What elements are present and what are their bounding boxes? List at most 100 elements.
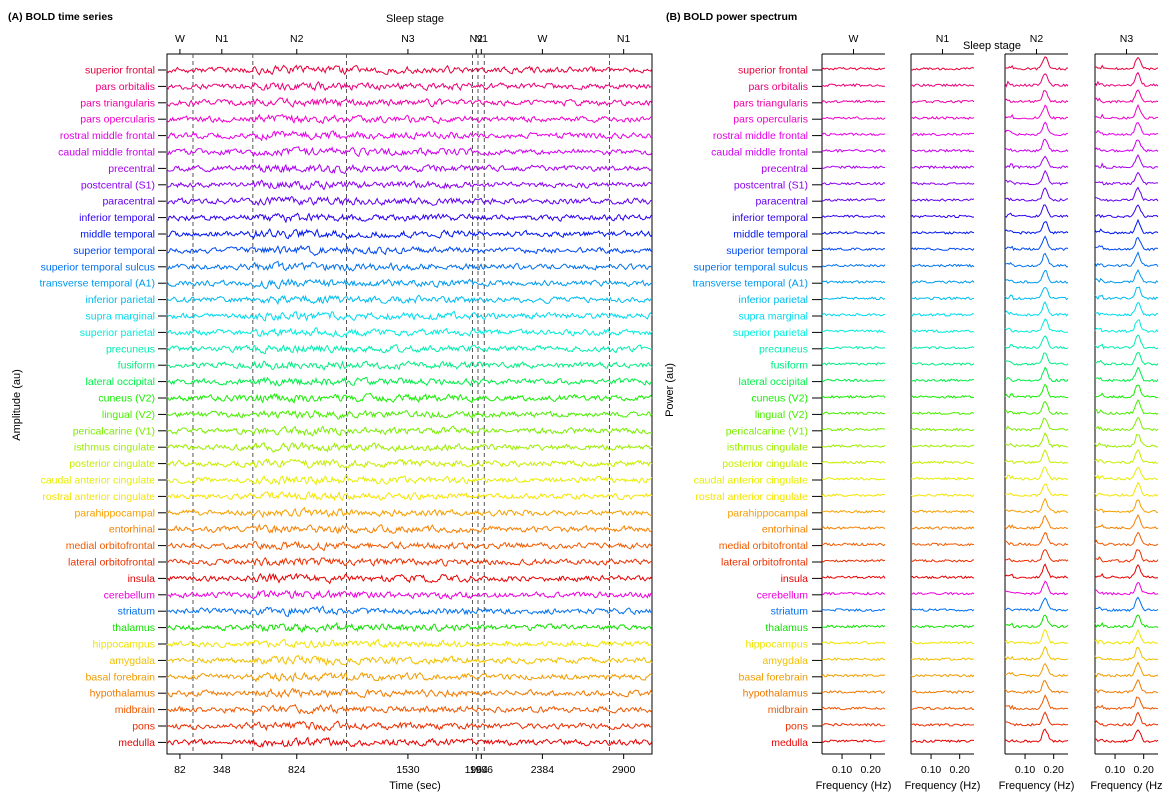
stage-label: W xyxy=(537,33,547,45)
spectrum-line xyxy=(910,378,975,383)
region-label: rostral middle frontal xyxy=(60,130,155,142)
spectrum-line xyxy=(821,509,886,514)
time-series-line xyxy=(166,736,653,748)
spectrum-line xyxy=(1004,104,1069,120)
x-tick-label: 0.10 xyxy=(921,764,942,776)
spectrum-line xyxy=(1094,121,1159,137)
region-label: pons xyxy=(785,721,808,733)
spectrum-line xyxy=(910,148,975,153)
spectrum-line xyxy=(910,706,975,711)
region-label: medulla xyxy=(771,737,808,749)
spectrum-line xyxy=(1094,236,1159,252)
spectrum-line xyxy=(910,247,975,251)
spectrum-line xyxy=(821,624,886,629)
region-label: thalamus xyxy=(765,622,808,634)
spectrum-line xyxy=(821,214,886,219)
spectrum-line xyxy=(1004,728,1069,744)
spectrum-line xyxy=(821,608,886,612)
region-label: hypothalamus xyxy=(90,688,155,700)
region-label: inferior temporal xyxy=(79,212,155,224)
subplot-x-label: Frequency (Hz xyxy=(1090,780,1162,792)
time-series-line xyxy=(167,556,653,567)
region-label: superior parietal xyxy=(80,327,155,339)
time-series-line xyxy=(166,458,653,470)
spectrum-line xyxy=(910,362,975,367)
time-series-line xyxy=(166,244,653,257)
spectrum-line xyxy=(1004,563,1069,579)
spectrum-line xyxy=(1094,628,1159,646)
spectrum-line xyxy=(910,591,975,596)
spectrum-line xyxy=(821,66,886,71)
spectrum-line xyxy=(1094,171,1159,186)
spectrum-line xyxy=(1004,138,1069,153)
region-label: supra marginal xyxy=(739,311,808,323)
spectrum-line xyxy=(821,739,886,744)
spectrum-line xyxy=(1004,694,1069,711)
region-label: basal forebrain xyxy=(739,671,809,683)
region-label: isthmus cingulate xyxy=(727,442,808,454)
region-label: transverse temporal (A1) xyxy=(692,278,808,290)
spectrum-line xyxy=(910,230,975,235)
spectrum-line xyxy=(1004,56,1069,71)
region-label: midbrain xyxy=(768,704,808,716)
spectrum-line xyxy=(1094,89,1159,104)
spectrum-line xyxy=(1094,398,1159,415)
spectrum-line xyxy=(821,591,886,596)
spectrum-line xyxy=(910,395,975,399)
region-label: basal forebrain xyxy=(86,671,156,683)
time-series-line xyxy=(166,474,653,486)
x-tick-label: 1964 xyxy=(465,764,489,776)
time-series-line xyxy=(166,392,653,404)
region-label: lateral orbitofrontal xyxy=(68,557,155,569)
spectrum-line xyxy=(910,67,975,71)
subplot-x-label: Frequency (Hz) xyxy=(999,780,1075,792)
spectrum-line xyxy=(1094,646,1159,661)
region-label: cerebellum xyxy=(757,589,809,601)
spectrum-line xyxy=(910,427,975,432)
time-series-line xyxy=(166,671,653,683)
spectrum-line xyxy=(821,99,886,104)
region-label: midbrain xyxy=(115,704,155,716)
x-tick-label: 82 xyxy=(174,764,186,776)
spectrum-line xyxy=(910,493,975,497)
spectrum-line xyxy=(1004,680,1069,694)
spectrum-line xyxy=(821,198,886,202)
panel-a-frame xyxy=(166,53,653,755)
spectrum-line xyxy=(821,706,886,711)
spectrum-line xyxy=(821,362,886,366)
spectrum-line xyxy=(821,526,886,531)
region-label: precuneus xyxy=(759,343,808,355)
time-series-line xyxy=(166,360,653,371)
spectrum-line xyxy=(910,575,975,580)
time-series-line xyxy=(166,310,653,322)
panel-b-top-axis-label: Sleep stage xyxy=(963,40,1021,52)
spectrum-line xyxy=(1094,466,1159,481)
x-tick-label: 0.10 xyxy=(1105,764,1126,776)
spectrum-line xyxy=(1004,597,1069,612)
region-label: inferior parietal xyxy=(86,294,155,306)
spectrum-line xyxy=(1004,662,1069,678)
spectrum-line xyxy=(1094,614,1159,629)
spectrum-line xyxy=(1094,531,1159,547)
region-label: cerebellum xyxy=(104,589,156,601)
spectrum-line xyxy=(821,345,886,350)
spectrum-line xyxy=(1094,564,1159,579)
region-label: lateral orbitofrontal xyxy=(721,557,808,569)
spectrum-line xyxy=(910,132,975,137)
spectrum-line xyxy=(821,673,886,678)
time-series-line xyxy=(166,589,653,600)
spectrum-line xyxy=(910,346,975,350)
spectrum-line xyxy=(910,739,975,744)
stage-label: N2 xyxy=(470,33,484,45)
stage-label: N1 xyxy=(617,33,631,45)
spectrum-line xyxy=(821,411,886,416)
region-label: caudal middle frontal xyxy=(711,147,808,159)
spectrum-line xyxy=(910,542,975,547)
time-series-line xyxy=(166,638,653,649)
spectrum-line xyxy=(1094,499,1159,514)
time-series-line xyxy=(166,654,653,667)
region-label: precentral xyxy=(108,163,155,175)
spectrum-line xyxy=(1094,513,1159,530)
subplot-x-label: Frequency (Hz) xyxy=(816,780,892,792)
